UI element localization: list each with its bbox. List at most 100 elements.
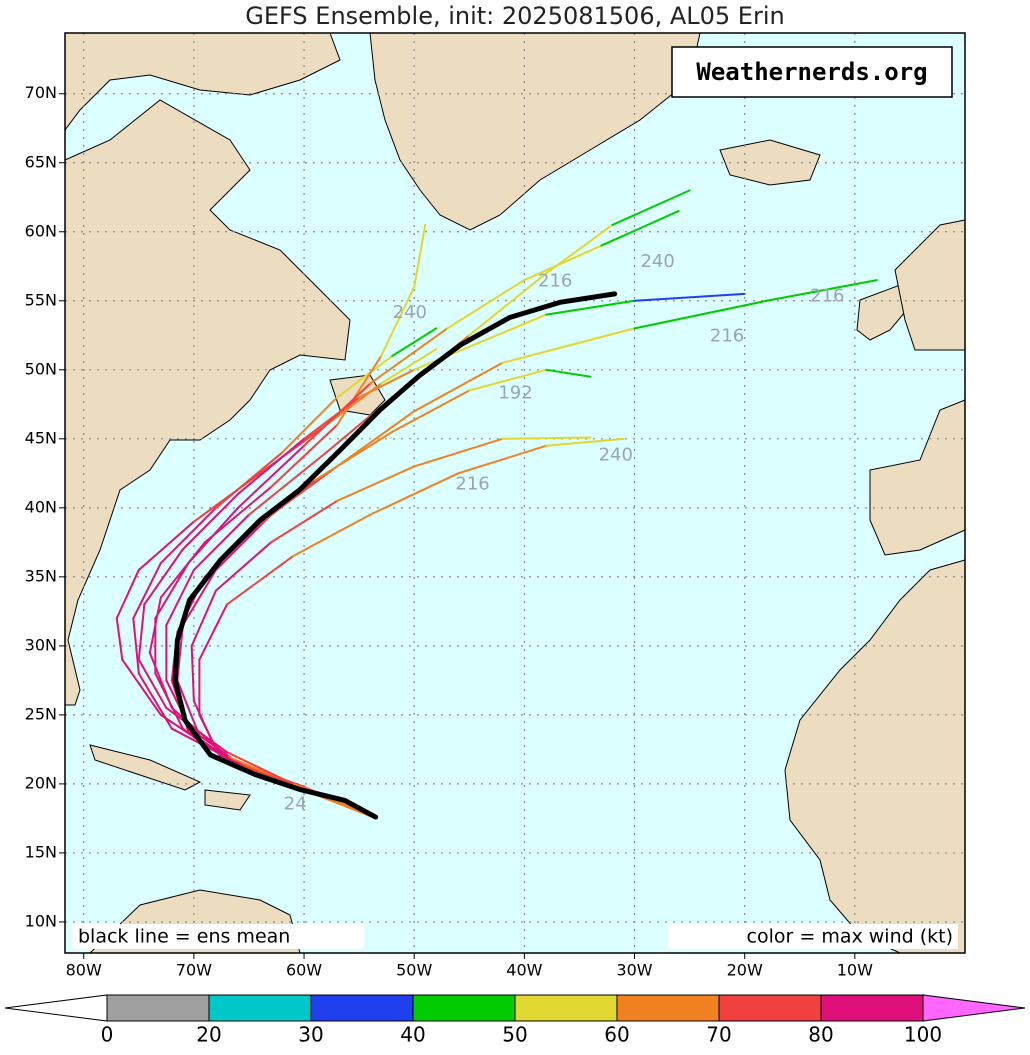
colorbar-label: 100 [904,1023,942,1047]
x-tick-label: 60W [286,961,322,980]
member-track-segment [190,589,217,647]
member-track-segment [165,568,195,627]
member-track-segment [292,513,372,558]
frame [64,32,966,954]
member-track-segment [336,355,394,399]
member-track-segment [176,679,201,737]
member-track-segment [633,299,768,330]
member-track-segment [545,368,592,378]
y-tick-label: 50N [25,359,57,378]
member-track-segment [225,555,295,606]
y-tick-label: 65N [25,152,57,171]
hour-label: 240 [640,251,674,272]
x-tick-label: 70W [176,961,212,980]
watermark: Weathernerds.org [696,58,927,86]
hour-label: 240 [599,444,633,465]
arctic-canada [64,32,341,132]
member-track-segment [159,506,217,565]
member-track-segment [446,279,526,330]
hour-label: 240 [393,302,427,323]
member-track-segment [391,389,471,433]
member-track-segment [765,279,878,302]
member-track-segment [281,396,339,454]
member-track-segment [269,424,339,489]
tracks [115,189,878,820]
x-tick-label: 10W [837,961,873,980]
member-track-segment [121,658,162,716]
colorbar-bin [106,994,210,1022]
hour-label: 192 [498,382,532,403]
grid [65,33,965,953]
member-track-segment [190,644,195,703]
colorbar-label: 50 [502,1023,527,1047]
y-tick-label: 25N [25,704,57,723]
colorbar-label: 20 [196,1023,221,1047]
title: GEFS Ensemble, init: 2025081506, AL05 Er… [245,2,784,30]
hour-label: 216 [710,326,744,347]
colorbar-bin [820,994,924,1022]
africa [784,559,966,954]
member-track-segment [336,355,383,427]
member-track-segment [236,444,306,509]
y-tick-label: 55N [25,290,57,309]
member-track-segment [181,568,217,627]
member-track-segment [303,396,361,440]
colorbar-over [922,994,1026,1022]
member-track-segment [380,348,438,385]
member-track-segment [391,327,438,358]
watermark-box [671,46,953,98]
x-tick-label: 50W [396,961,432,980]
member-track-segment [633,292,746,302]
colorbar-under [4,994,108,1022]
member-track-segment [214,541,272,592]
member-track-segment [336,465,416,502]
x-tick-label: 80W [66,961,102,980]
member-track-segment [413,223,427,288]
member-track-segment [115,617,124,661]
hispaniola [204,789,251,811]
member-track-segment [501,327,636,364]
cuba [89,744,202,791]
member-track-segment [380,285,416,358]
colorbar-bin [616,994,720,1022]
note-right: color = max wind (kt) [747,926,953,948]
member-track-segment [501,436,592,440]
colorbar-label: 60 [604,1023,629,1047]
member-track-segment [247,451,328,516]
colorbar-bin [208,994,312,1022]
mean-track [172,291,618,820]
colorbar-bin [310,994,414,1022]
y-tick-label: 30N [25,635,57,654]
member-track-segment [225,751,295,785]
x-tick-label: 40W [506,961,542,980]
member-track-segment [413,361,504,413]
member-track-segment [457,444,548,475]
hour-label: 216 [455,473,489,494]
member-track-segment [137,658,168,709]
member-track-segment [600,210,680,247]
hour-label: 216 [810,286,844,307]
colorbar-bin [412,994,516,1022]
member-track-segment [187,506,239,565]
colorbar-bin [718,994,822,1022]
member-track-segment [523,244,603,282]
member-track-segment [192,513,250,571]
note-box [668,924,958,949]
member-track-segment [545,299,636,316]
y-tick-label: 35N [25,566,57,585]
note-left: black line = ens mean [78,926,290,948]
member-track-segment [468,368,548,392]
y-tick-label: 70N [25,83,57,102]
member-track-segment [369,472,460,516]
colorbar: 0 20 30 40 50 60 70 80 100 [4,994,1026,1047]
y-tick-label: 20N [25,773,57,792]
member-track-segment [132,562,162,620]
y-tick-label: 10N [25,911,57,930]
member-track-segment [165,706,228,754]
land [64,32,966,954]
colorbar-label: 0 [101,1023,114,1047]
member-track-segment [369,327,449,385]
member-track-segment [115,568,140,620]
colorbar-label: 40 [400,1023,425,1047]
